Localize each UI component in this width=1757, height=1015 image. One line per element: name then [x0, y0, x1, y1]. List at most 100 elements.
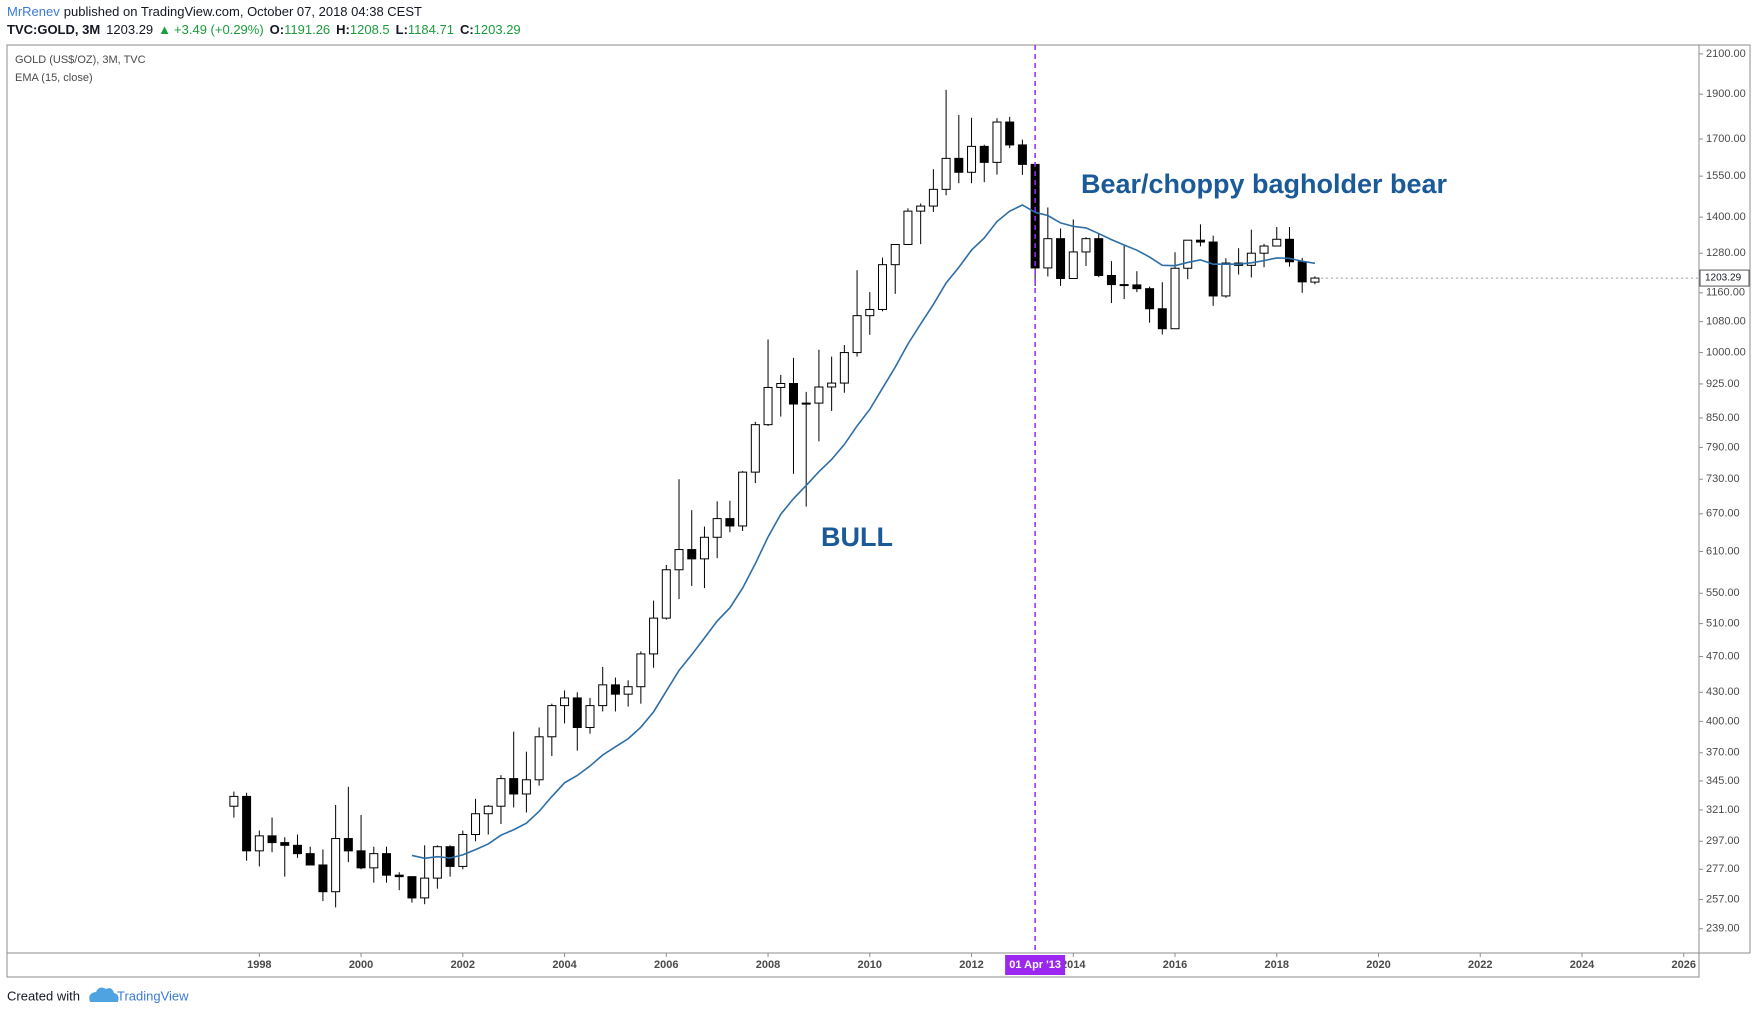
candle-body	[890, 243, 900, 266]
candle-body	[242, 795, 252, 852]
candle-body	[1310, 277, 1320, 283]
published: published on TradingView.com, October 07…	[64, 4, 422, 19]
candle-body	[916, 205, 926, 212]
y-tick-label: 1160.00	[1706, 287, 1745, 299]
chart-title: GOLD (US$/OZ), 3M, TVC	[15, 54, 146, 66]
price-axis-frame	[1698, 44, 1751, 954]
last-price-label: 1203.29	[1705, 273, 1742, 284]
candle-body	[623, 686, 633, 695]
last-price-box	[1699, 269, 1750, 287]
candle-body	[1068, 251, 1078, 280]
candle-body	[369, 853, 379, 869]
y-tick-label: 510.00	[1706, 618, 1740, 630]
open-value: 1191.26	[284, 22, 330, 37]
candle-body	[305, 853, 315, 866]
candle-body	[1132, 284, 1142, 290]
candle-body	[483, 805, 493, 815]
y-tick-label: 345.00	[1706, 775, 1740, 787]
ohlc-label: C:	[460, 22, 474, 37]
candle-body	[788, 383, 798, 405]
candle-body	[420, 877, 430, 899]
candle-body	[1195, 239, 1205, 243]
candle-body	[280, 842, 290, 846]
close-value: 1203.29	[474, 22, 521, 37]
candle-body	[382, 853, 392, 876]
candle-body	[1094, 238, 1104, 276]
y-tick-label: 470.00	[1706, 650, 1740, 662]
candle-body	[267, 835, 277, 844]
candle-body	[343, 838, 353, 852]
candle-body	[318, 864, 328, 893]
candle-body	[903, 210, 913, 245]
x-tick-label: 1998	[247, 959, 271, 971]
candle-body	[814, 386, 824, 404]
y-tick-label: 239.00	[1706, 923, 1740, 935]
candle-body	[509, 778, 519, 795]
candle-body	[1246, 252, 1256, 266]
y-tick-label: 1400.00	[1706, 211, 1746, 223]
footer-brand[interactable]: TradingView	[117, 988, 189, 1003]
candle-body	[801, 402, 811, 405]
y-tick-label: 790.00	[1706, 441, 1740, 453]
ohlc-label: L:	[396, 22, 408, 37]
candle-body	[1106, 274, 1116, 286]
x-tick-label: 2024	[1570, 959, 1595, 971]
y-tick-label: 1280.00	[1706, 247, 1746, 259]
candle-body	[547, 705, 557, 738]
x-tick-label: 2014	[1061, 959, 1086, 971]
y-tick-label: 925.00	[1706, 378, 1740, 390]
candle-body	[928, 188, 938, 207]
candle-body	[331, 838, 341, 893]
candle-body	[1272, 238, 1282, 247]
x-tick-label: 2016	[1163, 959, 1187, 971]
candle-body	[738, 471, 748, 527]
candle-body	[649, 617, 659, 655]
candle-body	[979, 145, 989, 163]
change: +3.49 (+0.29%)	[174, 22, 264, 37]
ohlc-label: H:	[336, 22, 350, 37]
high-value: 1208.5	[350, 22, 390, 37]
y-tick-label: 2100.00	[1706, 48, 1746, 60]
last-price: 1203.29	[106, 22, 153, 37]
candle-body	[967, 145, 977, 173]
x-tick-label: 2010	[858, 959, 882, 971]
candle-body	[1017, 144, 1027, 165]
y-tick-label: 1000.00	[1706, 346, 1746, 358]
y-tick-label: 730.00	[1706, 473, 1740, 485]
date-marker-box	[1005, 955, 1066, 975]
y-tick-label: 550.00	[1706, 587, 1740, 599]
candle-body	[1157, 308, 1167, 330]
candle-body	[712, 518, 722, 538]
candle-body	[1119, 284, 1129, 287]
y-tick-label: 257.00	[1706, 893, 1740, 905]
y-tick-label: 670.00	[1706, 508, 1740, 520]
author[interactable]: MrRenev	[7, 4, 60, 19]
candle-body	[1145, 288, 1155, 310]
x-tick-label: 2022	[1468, 959, 1492, 971]
candle-body	[1081, 238, 1091, 253]
y-tick-label: 430.00	[1706, 686, 1740, 698]
x-tick-label: 2026	[1671, 959, 1695, 971]
y-tick-label: 277.00	[1706, 863, 1740, 875]
x-tick-label: 2006	[654, 959, 678, 971]
quote-line: TVC:GOLD, 3M 1203.29 ▲ +3.49 (+0.29%) O:1191…	[7, 22, 521, 37]
candle-body	[432, 846, 442, 879]
candle-body	[687, 549, 697, 560]
x-tick-label: 2002	[451, 959, 475, 971]
candle-body	[725, 518, 735, 527]
candle-body	[496, 778, 506, 807]
annotation: Bear/choppy bagholder bear	[1081, 169, 1448, 199]
publish-line: MrRenev published on TradingView.com, Oct…	[7, 4, 422, 19]
candles	[229, 89, 1320, 908]
candle-body	[1043, 238, 1053, 269]
date-marker-label: 01 Apr '13	[1009, 959, 1061, 971]
candle-body	[827, 382, 837, 388]
candle-body	[954, 157, 964, 173]
candle-body	[776, 383, 786, 388]
logo-cloud	[89, 987, 119, 1002]
y-tick-label: 297.00	[1706, 835, 1740, 847]
x-tick-label: 2020	[1366, 959, 1390, 971]
